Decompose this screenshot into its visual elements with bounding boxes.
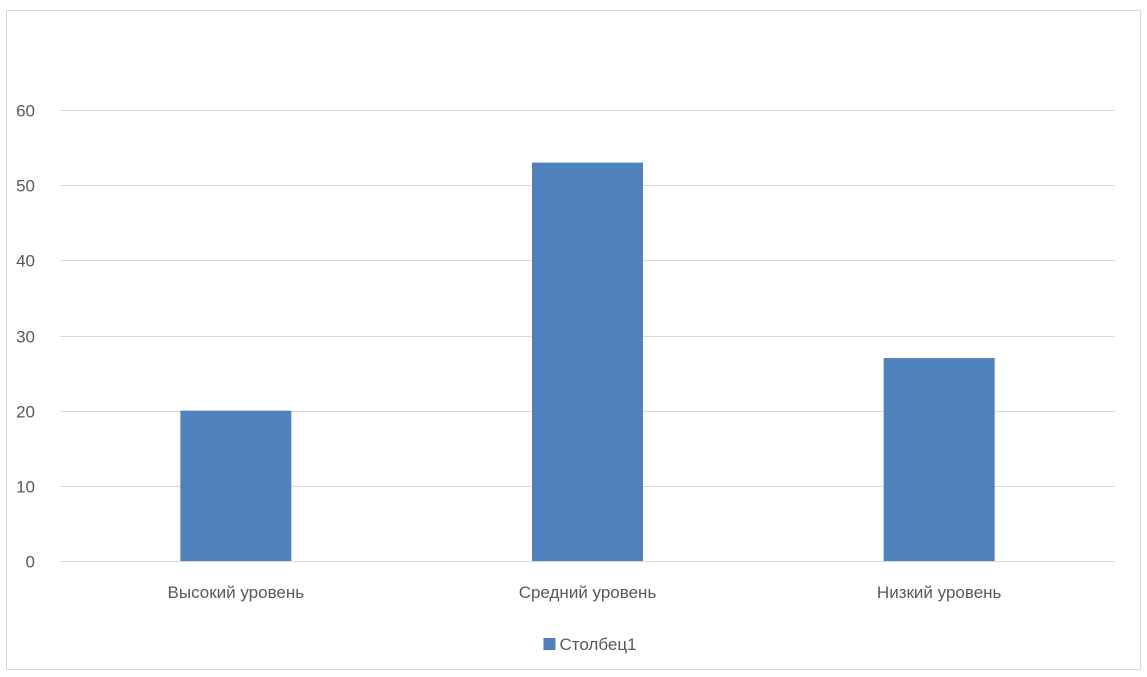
legend: Столбец1 [543,635,637,654]
y-tick-label: 0 [26,553,35,572]
x-category-label: Высокий уровень [168,583,305,602]
x-category-label: Средний уровень [519,583,657,602]
bars [180,162,995,561]
y-tick-label: 40 [16,252,35,271]
y-tick-label: 60 [16,102,35,121]
bar [883,358,995,561]
legend-swatch [543,638,556,650]
legend-label: Столбец1 [559,635,636,654]
y-tick-label: 30 [16,328,35,347]
x-category-label: Низкий уровень [877,583,1002,602]
bar [532,162,643,561]
y-axis-tick-labels: 0 10 20 30 40 50 60 [16,102,35,572]
y-tick-label: 20 [16,403,35,422]
y-tick-label: 50 [16,177,35,196]
y-tick-label: 10 [16,478,35,497]
x-axis-category-labels: Высокий уровень Средний уровень Низкий уро… [168,583,1002,602]
bar [180,410,292,561]
